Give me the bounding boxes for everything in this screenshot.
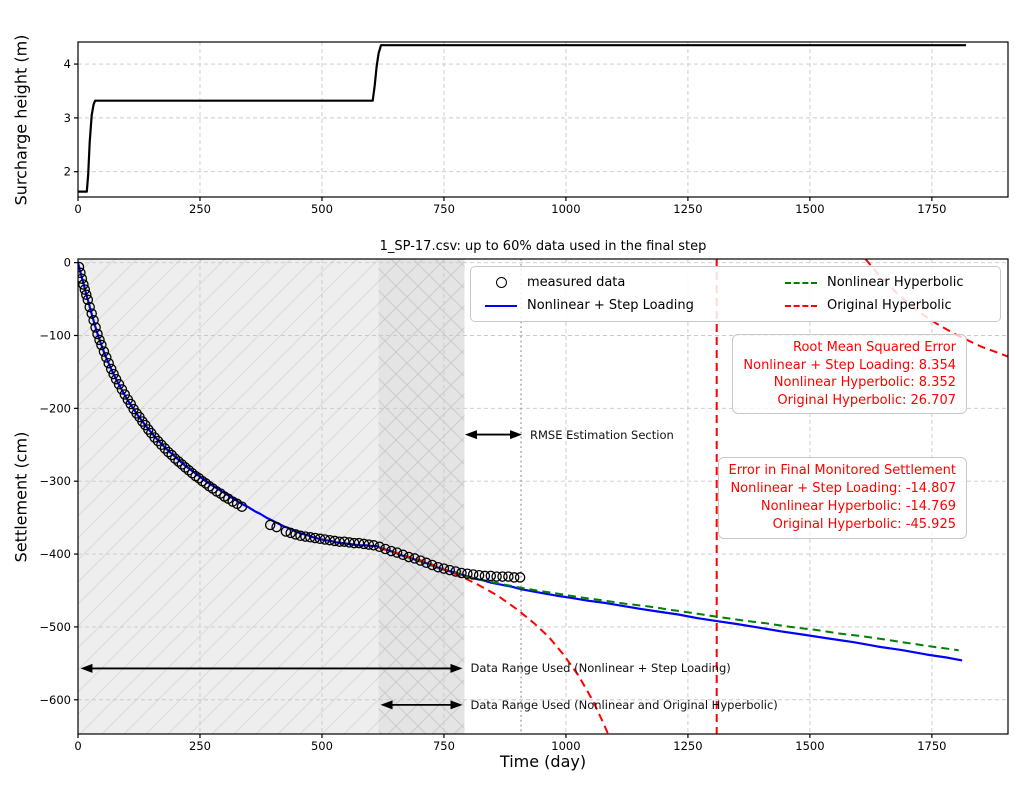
svg-text:500: 500 bbox=[311, 739, 333, 753]
legend-item-step-loading: Nonlinear + Step Loading bbox=[481, 294, 781, 317]
svg-text:3: 3 bbox=[64, 111, 71, 125]
legend-label: Original Hyperbolic bbox=[827, 298, 952, 313]
svg-text:1500: 1500 bbox=[795, 739, 824, 753]
svg-text:−400: −400 bbox=[39, 547, 71, 561]
svg-text:1250: 1250 bbox=[673, 739, 702, 753]
svg-text:0: 0 bbox=[64, 256, 71, 270]
bottom-chart-title: 1_SP-17.csv: up to 60% data used in the … bbox=[379, 239, 707, 254]
final-error-title: Error in Final Monitored Settlement bbox=[728, 463, 956, 478]
nonlinear-hyperbolic-dash-icon bbox=[781, 281, 821, 284]
final-error-annotation-box: Error in Final Monitored Settlement Nonl… bbox=[717, 457, 967, 539]
legend-label: Nonlinear + Step Loading bbox=[527, 298, 694, 313]
final-error-step-loading-value: Nonlinear + Step Loading: -14.807 bbox=[730, 481, 956, 496]
svg-text:4: 4 bbox=[64, 57, 71, 71]
step-loading-line-icon bbox=[481, 304, 521, 307]
svg-text:2: 2 bbox=[64, 165, 71, 179]
svg-text:−200: −200 bbox=[39, 401, 71, 415]
svg-text:750: 750 bbox=[433, 202, 455, 216]
svg-text:250: 250 bbox=[189, 739, 211, 753]
measured-data-marker-icon bbox=[481, 277, 521, 288]
rmse-nonlinear-hyperbolic-value: Nonlinear Hyperbolic: 8.352 bbox=[773, 375, 956, 390]
legend-item-measured: measured data bbox=[481, 271, 781, 294]
bottom-chart-xlabel: Time (day) bbox=[499, 752, 587, 771]
legend-item-nonlinear-hyperbolic: Nonlinear Hyperbolic bbox=[781, 271, 1000, 294]
final-error-nonlinear-hyperbolic-value: Nonlinear Hyperbolic: -14.769 bbox=[760, 499, 956, 514]
svg-text:750: 750 bbox=[433, 739, 455, 753]
svg-text:−300: −300 bbox=[39, 474, 71, 488]
svg-text:0: 0 bbox=[74, 202, 81, 216]
final-error-original-hyperbolic-value: Original Hyperbolic: -45.925 bbox=[772, 517, 956, 532]
bottom-chart-ylabel: Settlement (cm) bbox=[11, 431, 31, 563]
rmse-title: Root Mean Squared Error bbox=[793, 340, 956, 355]
svg-text:1250: 1250 bbox=[673, 202, 702, 216]
legend-label: measured data bbox=[527, 275, 626, 290]
top-chart-ylabel: Surcharge height (m) bbox=[11, 34, 31, 206]
original-hyperbolic-dash-icon bbox=[781, 304, 821, 307]
svg-text:−500: −500 bbox=[39, 620, 71, 634]
svg-text:−600: −600 bbox=[39, 693, 71, 707]
svg-text:−100: −100 bbox=[39, 328, 71, 342]
svg-text:250: 250 bbox=[189, 202, 211, 216]
data-range-hyperbolic-label: Data Range Used (Nonlinear and Original … bbox=[470, 697, 778, 712]
data-range-step-loading-label: Data Range Used (Nonlinear + Step Loadin… bbox=[470, 661, 731, 676]
legend: measured data Nonlinear + Step Loading N… bbox=[470, 266, 1001, 322]
svg-text:1750: 1750 bbox=[917, 739, 946, 753]
rmse-annotation-box: Root Mean Squared Error Nonlinear + Step… bbox=[732, 334, 967, 414]
svg-text:1750: 1750 bbox=[917, 202, 946, 216]
legend-label: Nonlinear Hyperbolic bbox=[827, 275, 964, 290]
svg-text:500: 500 bbox=[311, 202, 333, 216]
svg-text:1000: 1000 bbox=[551, 739, 580, 753]
rmse-estimation-section-label: RMSE Estimation Section bbox=[530, 427, 674, 442]
rmse-original-hyperbolic-value: Original Hyperbolic: 26.707 bbox=[777, 392, 956, 408]
legend-item-original-hyperbolic: Original Hyperbolic bbox=[781, 294, 1000, 317]
svg-text:1500: 1500 bbox=[795, 202, 824, 216]
svg-text:1000: 1000 bbox=[551, 202, 580, 216]
svg-text:0: 0 bbox=[74, 739, 81, 753]
rmse-step-loading-value: Nonlinear + Step Loading: 8.354 bbox=[743, 357, 956, 373]
